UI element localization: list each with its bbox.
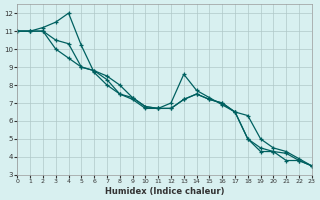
X-axis label: Humidex (Indice chaleur): Humidex (Indice chaleur) [105, 187, 224, 196]
